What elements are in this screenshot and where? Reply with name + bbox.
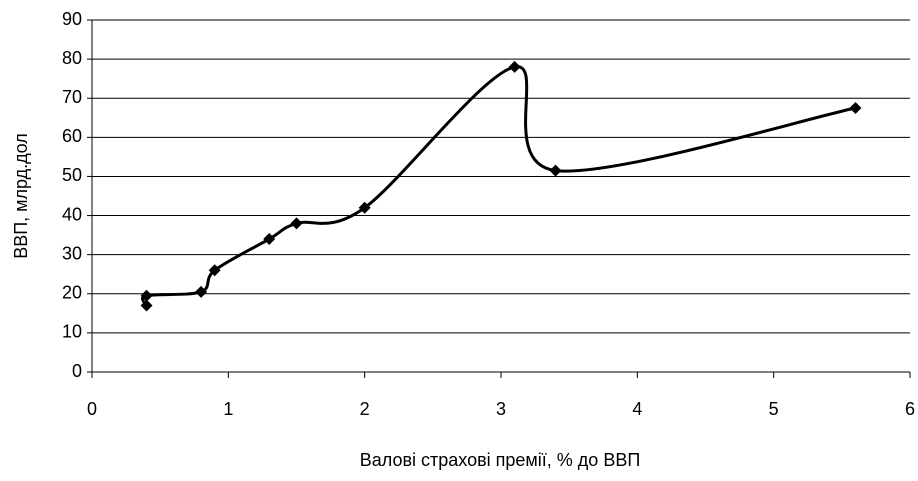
marker [140, 299, 153, 312]
x-tick-label: 1 [223, 399, 233, 419]
y-tick-label: 60 [62, 126, 82, 146]
marker [358, 201, 371, 214]
x-tick-label: 6 [905, 399, 915, 419]
y-tick-label: 20 [62, 283, 82, 303]
x-axis-label: Валові страхові премії, % до ВВП [360, 450, 641, 470]
x-tick-label: 2 [360, 399, 370, 419]
y-tick-label: 50 [62, 165, 82, 185]
marker [208, 264, 221, 277]
y-tick-label: 40 [62, 204, 82, 224]
marker [263, 233, 276, 246]
x-tick-label: 0 [87, 399, 97, 419]
marker [508, 60, 521, 73]
y-tick-label: 90 [62, 9, 82, 29]
y-tick-label: 70 [62, 87, 82, 107]
marker [195, 285, 208, 298]
y-tick-label: 10 [62, 322, 82, 342]
y-tick-label: 80 [62, 48, 82, 68]
y-tick-label: 0 [72, 361, 82, 381]
marker [849, 102, 862, 114]
x-tick-label: 5 [769, 399, 779, 419]
series-line [141, 65, 856, 307]
x-tick-label: 4 [632, 399, 642, 419]
marker [549, 164, 562, 177]
marker [140, 289, 153, 302]
y-axis-label: ВВП, млрд.дол [11, 133, 31, 259]
x-tick-label: 3 [496, 399, 506, 419]
y-tick-label: 30 [62, 243, 82, 263]
marker [290, 217, 303, 230]
